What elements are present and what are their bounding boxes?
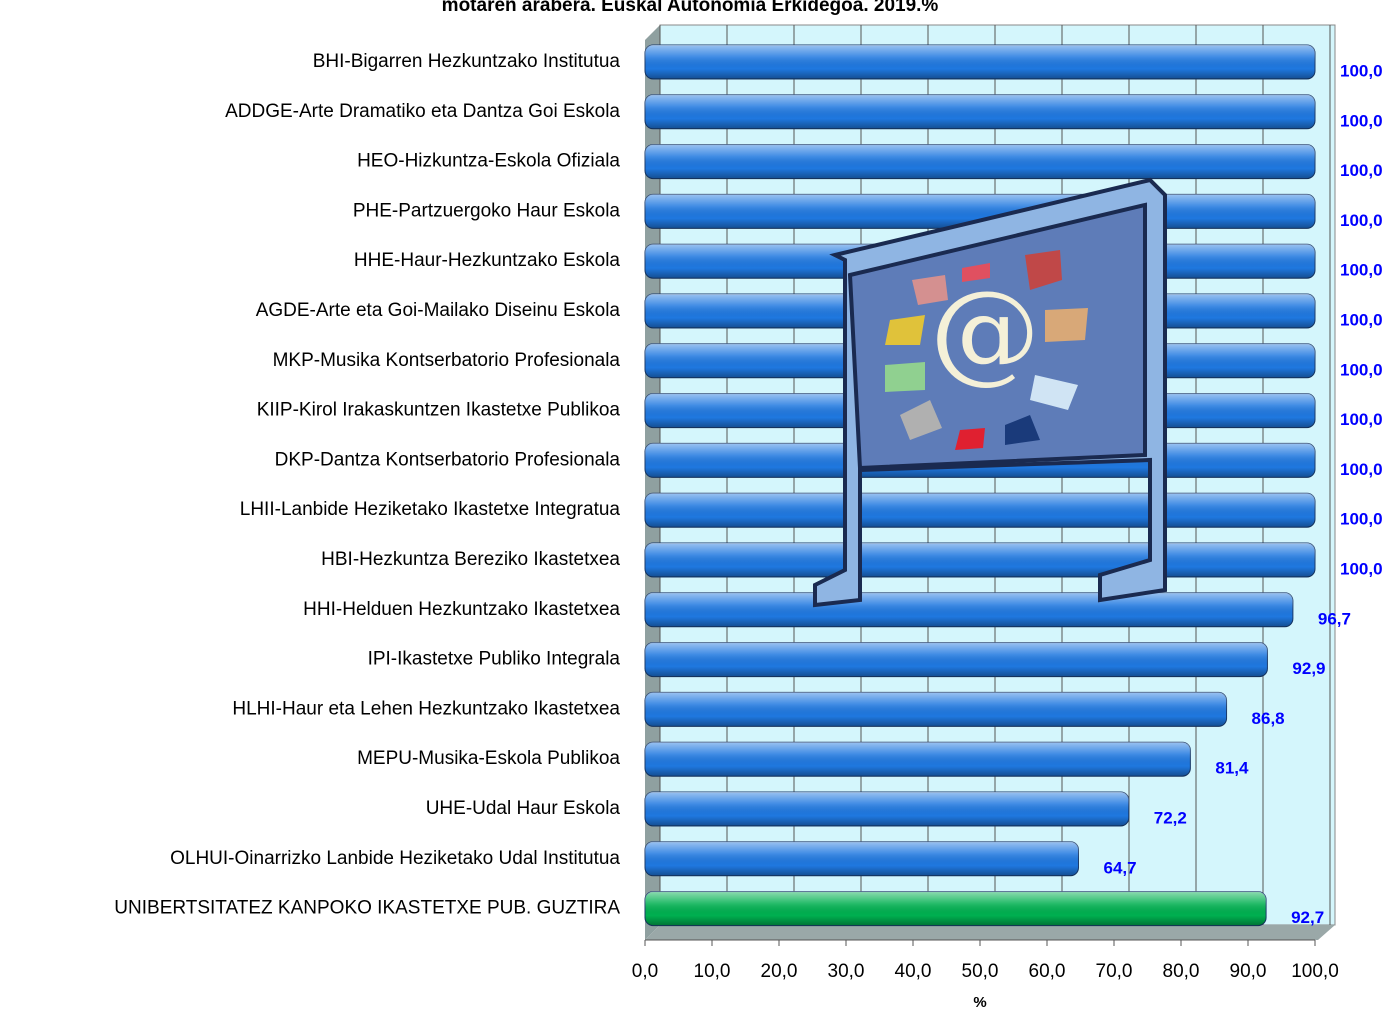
- x-tick-label: 70,0: [1096, 961, 1133, 982]
- value-label: 100,0: [1340, 559, 1383, 578]
- y-tick-label: HHI-Helduen Hezkuntzako Ikastetxea: [303, 599, 620, 620]
- y-tick-label: PHE-Partzuergoko Haur Eskola: [353, 200, 621, 221]
- value-label: 96,7: [1318, 609, 1351, 628]
- bar-shine: [645, 94, 1315, 129]
- x-tick-label: 80,0: [1163, 961, 1200, 982]
- value-label: 86,8: [1252, 709, 1285, 728]
- value-label: 100,0: [1340, 161, 1383, 180]
- value-label: 100,0: [1340, 510, 1383, 529]
- bar-shine: [645, 742, 1191, 777]
- y-tick-label: AGDE-Arte eta Goi-Mailako Diseinu Eskola: [256, 300, 621, 321]
- y-tick-label: UNIBERTSITATEZ KANPOKO IKASTETXE PUB. GU…: [114, 898, 620, 919]
- value-label: 100,0: [1340, 360, 1383, 379]
- bar-shine: [645, 144, 1315, 179]
- x-tick-label: 20,0: [761, 961, 798, 982]
- svg-text:@: @: [930, 267, 1040, 395]
- x-tick-label: 30,0: [828, 961, 865, 982]
- value-label: 100,0: [1340, 261, 1383, 280]
- value-label: 100,0: [1340, 211, 1383, 230]
- x-tick-label: 100,0: [1291, 961, 1339, 982]
- x-tick-label: 50,0: [962, 961, 999, 982]
- value-label: 100,0: [1340, 410, 1383, 429]
- y-tick-label: HEO-Hizkuntza-Eskola Ofiziala: [357, 151, 620, 172]
- bar-shine: [645, 891, 1267, 926]
- value-label: 81,4: [1215, 759, 1249, 778]
- value-label: 100,0: [1340, 61, 1383, 80]
- bar-shine: [645, 543, 1315, 577]
- bar-shine: [645, 642, 1268, 677]
- y-tick-label: LHII-Lanbide Heziketako Ikastetxe Integr…: [240, 499, 621, 520]
- x-tick-label: 10,0: [694, 961, 731, 982]
- y-tick-label: HHE-Haur-Hezkuntzako Eskola: [354, 250, 621, 271]
- y-tick-label: BHI-Bigarren Hezkuntzako Institutua: [313, 51, 621, 72]
- y-tick-label: IPI-Ikastetxe Publiko Integrala: [368, 649, 621, 670]
- y-tick-label: UHE-Udal Haur Eskola: [426, 798, 621, 819]
- y-tick-label: OLHUI-Oinarrizko Lanbide Heziketako Udal…: [170, 848, 620, 869]
- y-tick-label: HBI-Hezkuntza Bereziko Ikastetxea: [321, 549, 620, 570]
- floor: [645, 925, 1335, 940]
- x-tick-label: 60,0: [1029, 961, 1066, 982]
- y-tick-label: MKP-Musika Kontserbatorio Profesionala: [273, 350, 621, 371]
- value-label: 100,0: [1340, 310, 1383, 329]
- y-tick-label: DKP-Dantza Kontserbatorio Profesionala: [275, 449, 621, 470]
- value-label: 64,7: [1103, 858, 1136, 877]
- bar-shine: [645, 841, 1079, 876]
- x-axis-label: %: [973, 994, 986, 1011]
- bar-shine: [645, 692, 1227, 727]
- value-label: 72,2: [1154, 808, 1187, 827]
- y-tick-label: HLHI-Haur eta Lehen Hezkuntzako Ikastetx…: [232, 698, 620, 719]
- x-tick-label: 0,0: [632, 961, 658, 982]
- y-tick-label: ADDGE-Arte Dramatiko eta Dantza Goi Esko…: [225, 101, 620, 122]
- bar-shine: [645, 493, 1315, 528]
- x-tick-label: 90,0: [1230, 961, 1267, 982]
- chart-title: motaren arabera. Euskal Autonomia Erkide…: [442, 0, 939, 16]
- bar-shine: [645, 792, 1129, 826]
- x-tick-label: 40,0: [895, 961, 932, 982]
- bar-shine: [645, 592, 1293, 627]
- value-label: 100,0: [1340, 460, 1383, 479]
- value-label: 92,7: [1291, 908, 1324, 927]
- easel-clipart: @: [813, 177, 1167, 608]
- value-label: 92,9: [1292, 659, 1325, 678]
- y-tick-label: MEPU-Musika-Eskola Publikoa: [357, 748, 620, 769]
- y-tick-label: KIIP-Kirol Irakaskuntzen Ikastetxe Publi…: [257, 400, 621, 421]
- bar-shine: [645, 45, 1315, 79]
- value-label: 100,0: [1340, 111, 1383, 130]
